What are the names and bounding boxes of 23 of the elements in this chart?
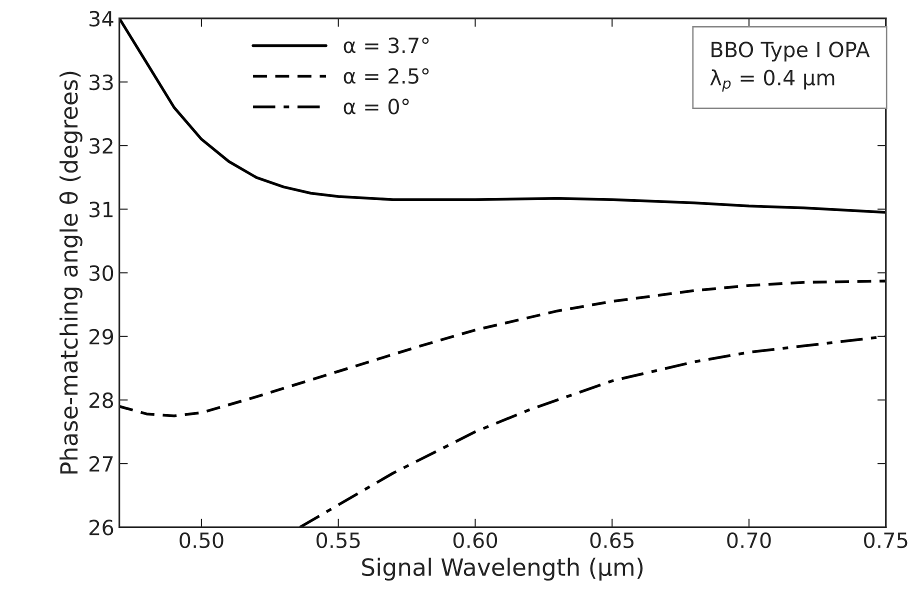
x-axis-title: Signal Wavelength (μm): [362, 558, 643, 581]
y-tick-label: 29: [89, 328, 114, 345]
y-tick-label: 31: [90, 202, 113, 218]
line-series: [119, 280, 886, 418]
y-tick-label: 32: [90, 138, 112, 154]
x-tick-label: 0.55: [316, 532, 360, 548]
annotation: BBO Type I OPA λ$_{p}$ = 0.4 μm: [710, 42, 870, 92]
y-tick-label: 26: [89, 520, 114, 536]
x-tick-label: 0.65: [590, 532, 634, 548]
y-tick-label: 28: [89, 392, 114, 408]
y-tick-label: 27: [89, 456, 113, 472]
x-tick-label: 0.60: [453, 532, 498, 548]
y-axis-title: Phase-matching angle θ (degrees): [59, 72, 82, 474]
y-tick-label: 33: [90, 74, 113, 90]
legend-label: α = 3.7°: [344, 38, 429, 54]
x-tick-label: 0.70: [727, 532, 771, 548]
x-tick-label: 0.50: [180, 532, 224, 548]
y-tick-label: 34: [90, 10, 114, 27]
x-tick-label: 0.75: [864, 532, 908, 548]
legend-label: α = 0°: [344, 98, 409, 114]
y-tick-label: 30: [90, 265, 114, 281]
legend-label: α = 2.5°: [344, 68, 429, 84]
line-series: [298, 334, 886, 528]
